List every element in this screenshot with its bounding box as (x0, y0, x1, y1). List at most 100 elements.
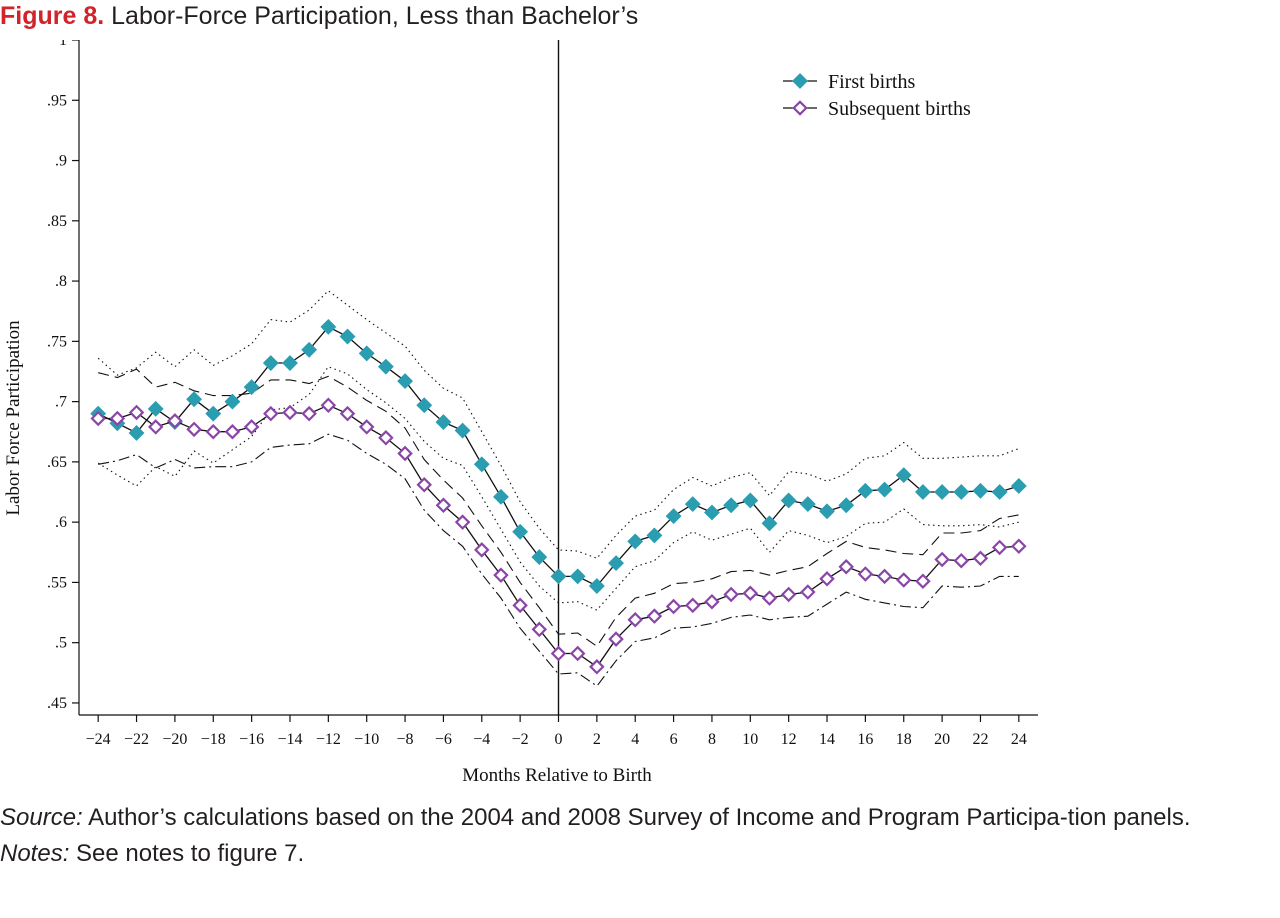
y-axis-title: Labor Force Participation (3, 320, 24, 516)
subsequent-births-point (493, 567, 509, 583)
subsequent-births-point (512, 597, 528, 614)
x-tick-label: −8 (397, 731, 414, 748)
subsequent-births-point (838, 558, 854, 575)
subsequent-births-point (1011, 538, 1027, 555)
x-tick-label: −6 (435, 731, 452, 748)
first-births-point (723, 497, 740, 514)
first-births-point (282, 355, 298, 371)
y-tick-label: .8 (55, 273, 67, 290)
subsequent-births-point (665, 598, 682, 615)
subsequent-births-point (128, 404, 145, 421)
source-label: Source: (0, 804, 83, 831)
subsequent-births-point (474, 542, 490, 558)
first-births-point (953, 484, 970, 500)
y-tick-label: .45 (47, 695, 67, 712)
y-tick-label: .85 (47, 213, 67, 230)
x-tick-label: −2 (512, 731, 529, 748)
first-births-point (799, 496, 816, 512)
subsequent-births-point (378, 430, 394, 446)
first-births-point (684, 496, 701, 512)
subsequent-births-point (454, 514, 471, 530)
subsequent-births-point (531, 621, 548, 638)
subsequent-births-point (780, 586, 797, 603)
first-births-point (147, 400, 164, 417)
y-tick-label: .5 (55, 635, 67, 652)
chart: .45.5.55.6.65.7.75.8.85.9.951−24 −22 −20 −1… (3, 40, 1038, 786)
first-births-point (876, 481, 893, 498)
subsequent-births-point (205, 423, 222, 440)
chart-axes: .45.5.55.6.65.7.75.8.85.9.951−24 −22 −20 −1… (47, 40, 1038, 748)
legend: First births Subsequent births (783, 71, 971, 120)
subsequent-births-point (339, 405, 356, 422)
subsequent-births-point (589, 659, 605, 675)
subsequent-births-point (358, 419, 375, 435)
first-births-point (128, 425, 145, 441)
subsequent-births-point (685, 597, 701, 614)
first-births-point (1010, 478, 1027, 494)
x-tick-label: 10 (742, 731, 758, 748)
subsequent-births-point (320, 397, 337, 413)
figure-title: Figure 8. Labor-Force Participation, Les… (0, 0, 638, 34)
x-tick-label: 14 (819, 731, 835, 748)
subsequent-births-point (704, 593, 720, 610)
y-tick-label: .7 (55, 394, 67, 411)
subsequent-births-point (186, 421, 202, 438)
figure-title-text: Labor-Force Participation, Less than Bac… (111, 2, 639, 30)
subsequent-births-point (301, 405, 317, 422)
first-births-point (934, 484, 951, 500)
first-births-point (301, 341, 318, 358)
subsequent-births-point (435, 497, 452, 514)
y-tick-label: .55 (47, 574, 67, 591)
subsequent-births-point (167, 413, 183, 429)
first-births-point (224, 393, 241, 410)
series-layer (90, 318, 1027, 675)
x-tick-label: 20 (934, 731, 950, 748)
subsequent-births-point (147, 419, 164, 435)
first-births-point (991, 484, 1008, 500)
x-tick-label: 16 (857, 731, 873, 748)
first-births-point (473, 456, 490, 473)
x-tick-label: −10 (354, 731, 379, 748)
x-tick-label: 12 (781, 731, 797, 748)
first-births-point (358, 345, 375, 362)
x-tick-label: 8 (708, 731, 716, 748)
subsequent-births-point (895, 572, 912, 588)
figure-label: Figure 8. (0, 2, 105, 30)
subsequent-births-point (876, 568, 893, 585)
y-tick-label: 1 (59, 40, 67, 49)
source-text: Author’s calculations based on the 2004 … (88, 804, 1191, 831)
first-births-point (914, 484, 931, 500)
subsequent-births-point (819, 571, 835, 587)
subsequent-births-point (646, 608, 663, 624)
first-births-point (512, 523, 529, 540)
first-births-point (550, 568, 567, 585)
notes-label: Notes: (0, 840, 70, 867)
subsequent-births-point (608, 631, 624, 647)
subsequent-births-point (263, 405, 279, 422)
first-births-point (186, 391, 203, 408)
x-tick-label: −4 (473, 731, 490, 748)
first-births-point (608, 555, 624, 572)
first-births-point (742, 492, 759, 509)
first-births-point (339, 328, 356, 345)
y-tick-label: .65 (47, 454, 67, 471)
first-births-point (588, 578, 605, 594)
subsequent-births-point (953, 552, 970, 569)
subsequent-births-ci-lower (98, 433, 1019, 687)
subsequent-births-point (761, 590, 778, 606)
first-births-point (780, 492, 797, 509)
subsequent-births-point (991, 539, 1008, 556)
confidence-bands (97, 289, 1019, 687)
first-births-point (819, 503, 835, 520)
subsequent-births-point (109, 410, 126, 427)
first-births-point (761, 515, 778, 532)
first-births-point (895, 467, 912, 484)
x-tick-label: 22 (972, 731, 988, 748)
x-axis-title: Months Relative to Birth (462, 765, 652, 786)
subsequent-births-point (397, 445, 413, 462)
first-births-point (972, 482, 989, 499)
subsequent-births-point (800, 584, 816, 600)
first-births-point (435, 414, 452, 431)
notes-text: See notes to figure 7. (76, 840, 305, 867)
y-tick-label: .75 (47, 333, 67, 350)
